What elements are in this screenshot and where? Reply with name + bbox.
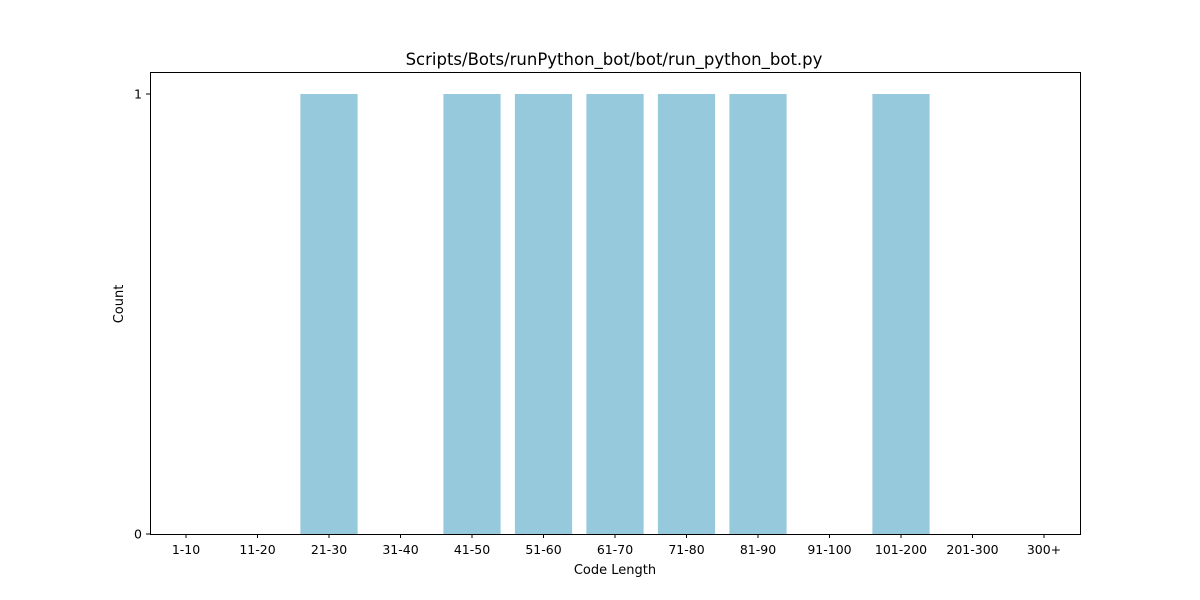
- bar: [586, 94, 644, 534]
- x-tick-label: 61-70: [597, 542, 633, 557]
- x-tick-label: 11-20: [239, 542, 275, 557]
- x-tick-label: 101-200: [875, 542, 927, 557]
- x-axis-label: Code Length: [574, 563, 656, 578]
- bar: [657, 94, 716, 534]
- x-tick-label: 71-80: [668, 542, 704, 557]
- x-tick-label: 31-40: [382, 542, 418, 557]
- bar: [443, 94, 501, 534]
- x-tick-label: 81-90: [740, 542, 776, 557]
- bar: [514, 94, 573, 534]
- bar: [872, 94, 930, 534]
- x-tick-label: 51-60: [525, 542, 561, 557]
- x-tick-label: 91-100: [807, 542, 851, 557]
- y-axis-label: Count: [112, 285, 127, 324]
- y-tick-label: 1: [134, 87, 142, 102]
- chart-title: Scripts/Bots/runPython_bot/bot/run_pytho…: [406, 50, 823, 70]
- y-ticks: 01: [134, 87, 150, 542]
- bar: [729, 94, 787, 534]
- bars-group: [300, 94, 930, 534]
- x-tick-label: 201-300: [946, 542, 998, 557]
- x-tick-label: 41-50: [454, 542, 490, 557]
- x-tick-label: 1-10: [172, 542, 200, 557]
- axes-frame: [150, 72, 1081, 535]
- bar: [300, 94, 358, 534]
- y-tick-label: 0: [134, 527, 142, 542]
- x-ticks: 1-10 11-20 21-30 31-40 41-50 51-60 61-70 71-80 8…: [172, 534, 1061, 557]
- x-tick-label: 21-30: [311, 542, 347, 557]
- x-tick-label: 300+: [1027, 542, 1061, 557]
